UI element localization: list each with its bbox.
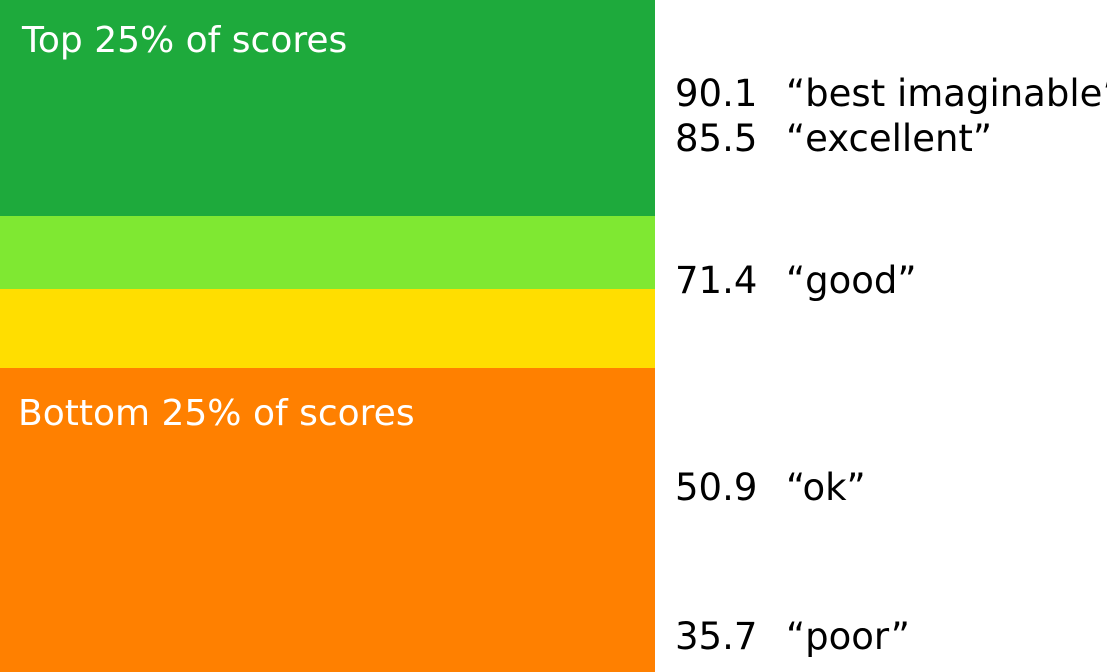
band-top-25: Top 25% of scores <box>0 0 655 216</box>
band-top-25-label: Top 25% of scores <box>22 20 348 61</box>
rating-label: “good” <box>786 259 917 302</box>
rating-label: “best imaginable” <box>786 72 1107 115</box>
rating-score: 50.9 <box>675 466 758 509</box>
band-bottom-25-label: Bottom 25% of scores <box>18 393 415 434</box>
rating-score: 90.1 <box>675 72 758 115</box>
band-bottom-25: Bottom 25% of scores <box>0 368 655 672</box>
band-yellow <box>0 289 655 368</box>
rating-score: 35.7 <box>675 615 758 658</box>
band-light-green <box>0 216 655 289</box>
rating-score: 71.4 <box>675 259 758 302</box>
rating-label: “excellent” <box>786 117 993 160</box>
rating-label: “poor” <box>786 615 910 658</box>
rating-label: “ok” <box>786 466 866 509</box>
rating-score: 85.5 <box>675 117 758 160</box>
